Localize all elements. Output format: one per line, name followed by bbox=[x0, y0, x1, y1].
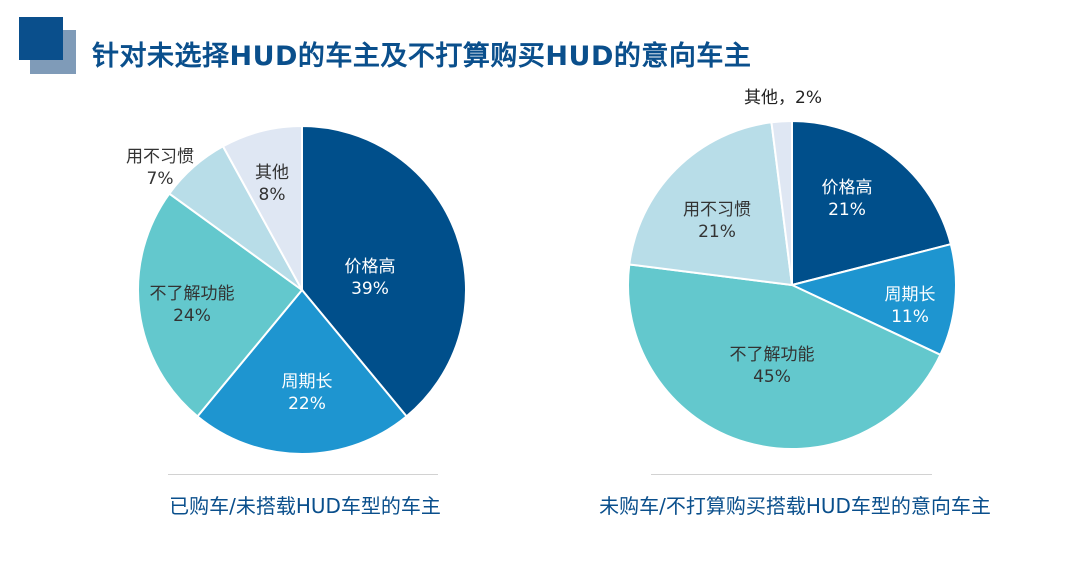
pie1-label-long-cycle-value: 22% bbox=[288, 394, 326, 414]
pie1-slice-other bbox=[221, 124, 303, 291]
title-decoration-front-square bbox=[19, 17, 63, 60]
pie2-slice-not-used-to bbox=[628, 121, 794, 287]
pie1-slice-long-cycle bbox=[196, 288, 408, 455]
page-title: 针对未选择HUD的车主及不打算购买HUD的意向车主 bbox=[92, 41, 752, 72]
pie2-label-other: 其他，2% bbox=[744, 88, 822, 108]
pie2-label-unfamiliar-function-name: 不了解功能 bbox=[730, 345, 815, 365]
right-chart-divider bbox=[651, 474, 932, 475]
pie1-slice-price-high bbox=[301, 124, 467, 418]
pie2-slice-unfamiliar-function bbox=[626, 263, 942, 450]
pie2-label-other-text: 其他，2% bbox=[744, 88, 822, 108]
pie1-label-other-value: 8% bbox=[259, 185, 286, 205]
pie1-label-long-cycle-name: 周期长 bbox=[282, 372, 333, 392]
pie1-slice-unfamiliar-function bbox=[136, 192, 304, 418]
pie1-label-not-used-to-value: 7% bbox=[147, 169, 174, 189]
left-chart-divider bbox=[168, 474, 438, 475]
pie2-slice-long-cycle bbox=[789, 242, 958, 357]
pie2-label-not-used-to-value: 21% bbox=[698, 222, 736, 242]
pie2-label-not-used-to-name: 用不习惯 bbox=[683, 200, 751, 220]
pie1-label-not-used-to-name: 用不习惯 bbox=[126, 147, 194, 167]
pie2-label-unfamiliar-function-value: 45% bbox=[753, 367, 791, 387]
pie2-label-price-high-value: 21% bbox=[828, 200, 866, 220]
pie1-label-unfamiliar-function-value: 24% bbox=[173, 306, 211, 326]
pie1-label-other: 其他8% bbox=[255, 163, 289, 205]
left-chart-caption: 已购车/未搭载HUD车型的车主 bbox=[169, 494, 441, 518]
pie1-label-other-name: 其他 bbox=[255, 163, 289, 183]
pie2-label-price-high-name: 价格高 bbox=[822, 178, 873, 198]
pie1-label-price-high-value: 39% bbox=[351, 279, 389, 299]
pie2-label-long-cycle-value: 11% bbox=[891, 307, 929, 327]
pie1-label-price-high-name: 价格高 bbox=[345, 257, 396, 277]
right-chart-caption: 未购车/不打算购买搭载HUD车型的意向车主 bbox=[599, 494, 991, 518]
pie2-label-long-cycle-name: 周期长 bbox=[885, 285, 936, 305]
pie1-label-unfamiliar-function-name: 不了解功能 bbox=[150, 284, 235, 304]
pie2-slice-price-high bbox=[791, 119, 953, 287]
pie2-slice-other bbox=[770, 119, 793, 286]
